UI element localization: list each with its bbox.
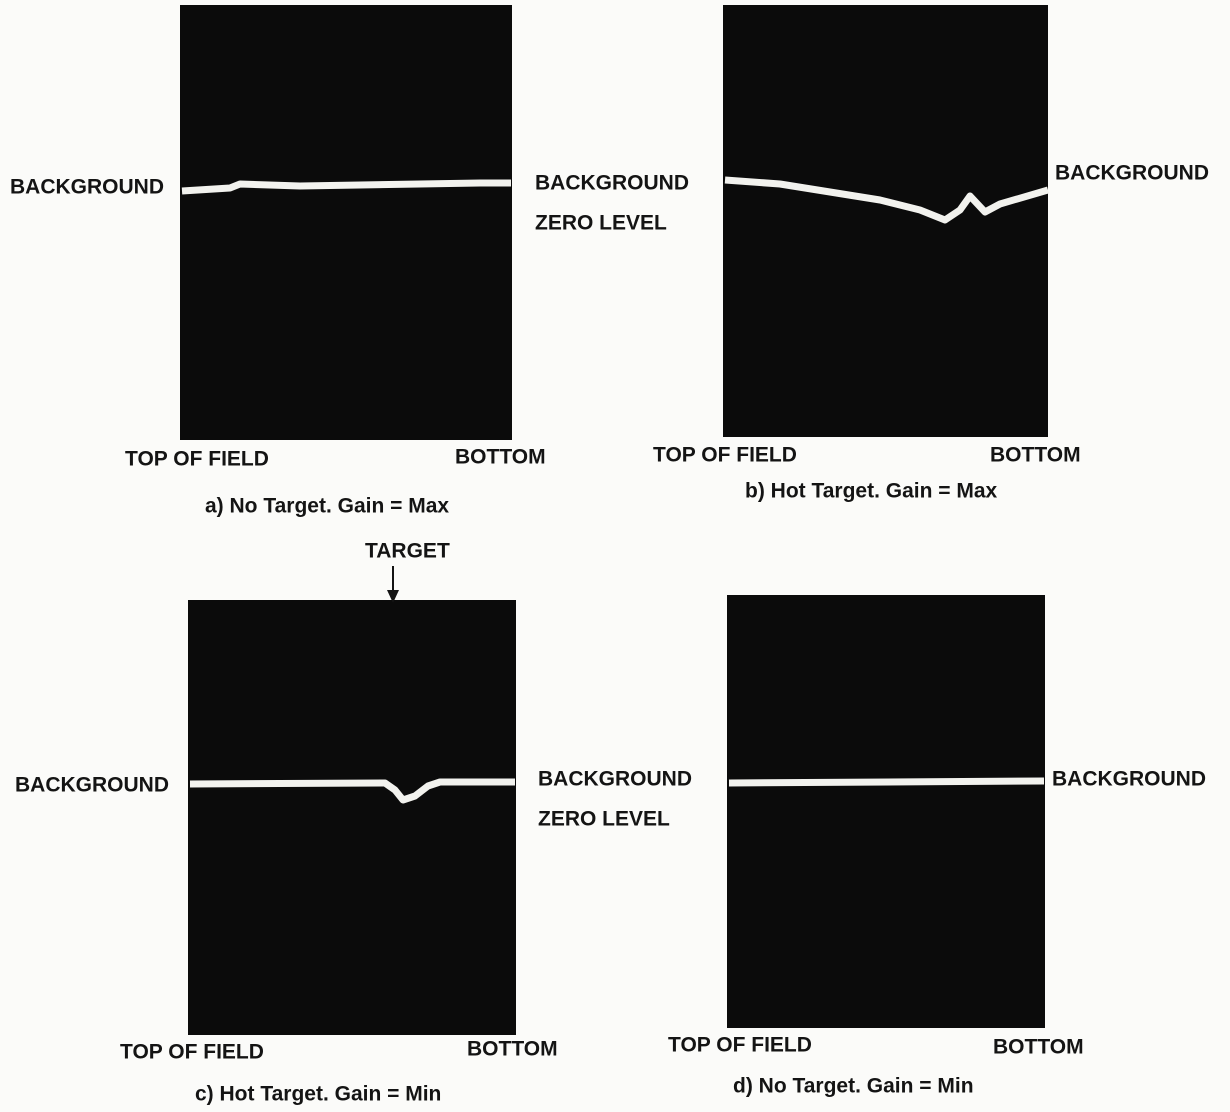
figure-page: BACKGROUND BACKGROUND ZERO LEVEL TOP OF …: [0, 0, 1230, 1112]
scope-screen: [188, 600, 516, 1035]
caption: d) No Target. Gain = Min: [733, 1075, 974, 1098]
axis-start-label: TOP OF FIELD: [653, 444, 797, 467]
axis-end-label: BOTTOM: [467, 1038, 558, 1061]
right-label: ZERO LEVEL: [538, 808, 670, 831]
target-label: TARGET: [365, 540, 450, 563]
scope-screen: [727, 595, 1045, 1028]
right-label: BACKGROUND: [535, 172, 689, 195]
caption: a) No Target. Gain = Max: [205, 495, 449, 518]
right-label: ZERO LEVEL: [535, 212, 667, 235]
scope-screen: [723, 5, 1048, 437]
axis-end-label: BOTTOM: [455, 446, 546, 469]
scope-trace: [729, 781, 1044, 783]
scope-screen: [180, 5, 512, 440]
left-label: BACKGROUND: [15, 774, 169, 797]
axis-end-label: BOTTOM: [993, 1036, 1084, 1059]
axis-end-label: BOTTOM: [990, 444, 1081, 467]
right-label: BACKGROUND: [1052, 768, 1206, 791]
caption: b) Hot Target. Gain = Max: [745, 480, 998, 503]
right-label: BACKGROUND: [538, 768, 692, 791]
axis-start-label: TOP OF FIELD: [125, 448, 269, 471]
caption: c) Hot Target. Gain = Min: [195, 1083, 441, 1106]
axis-start-label: TOP OF FIELD: [120, 1041, 264, 1064]
right-label: BACKGROUND: [1055, 162, 1209, 185]
left-label: BACKGROUND: [10, 176, 164, 199]
axis-start-label: TOP OF FIELD: [668, 1034, 812, 1057]
